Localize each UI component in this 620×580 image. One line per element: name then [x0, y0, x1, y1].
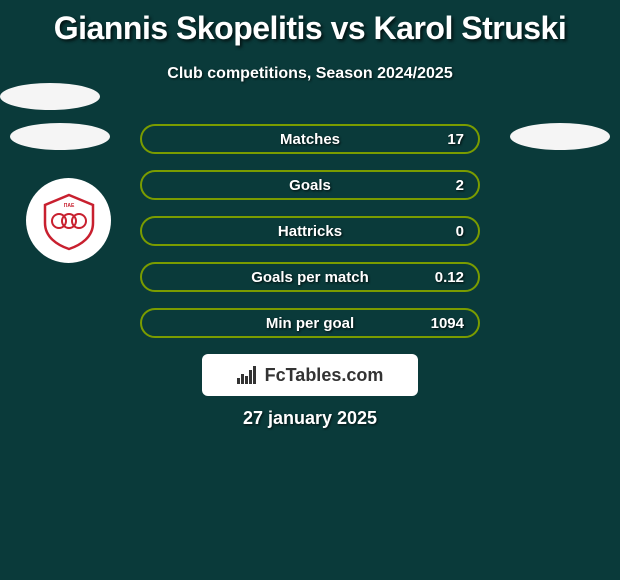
- stat-row: Goals per match 0.12: [140, 262, 480, 292]
- stat-row: Hattricks 0: [140, 216, 480, 246]
- club-badge-right: [0, 83, 100, 110]
- stat-label: Min per goal: [142, 315, 478, 332]
- stat-row: Matches 17: [140, 124, 480, 154]
- stat-label: Goals per match: [142, 269, 478, 286]
- bar-chart-icon: [237, 366, 259, 384]
- stat-label: Matches: [142, 131, 478, 148]
- club-badge-left: ΠΑΕ: [26, 178, 111, 263]
- svg-text:ΠΑΕ: ΠΑΕ: [63, 203, 74, 209]
- stat-value: 17: [447, 131, 464, 148]
- stat-row: Min per goal 1094: [140, 308, 480, 338]
- stat-value: 1094: [431, 315, 464, 332]
- club-crest-icon: ΠΑΕ: [39, 191, 99, 251]
- fctables-logo: FcTables.com: [202, 354, 418, 396]
- page-title: Giannis Skopelitis vs Karol Struski: [0, 0, 620, 47]
- stats-container: Matches 17 Goals 2 Hattricks 0 Goals per…: [140, 124, 480, 354]
- stat-label: Goals: [142, 177, 478, 194]
- player-photo-right: [510, 123, 610, 150]
- player-photo-left: [10, 123, 110, 150]
- subtitle: Club competitions, Season 2024/2025: [0, 65, 620, 83]
- logo-text: FcTables.com: [265, 365, 384, 386]
- date-label: 27 january 2025: [0, 408, 620, 429]
- stat-row: Goals 2: [140, 170, 480, 200]
- stat-value: 0: [456, 223, 464, 240]
- stat-value: 0.12: [435, 269, 464, 286]
- stat-label: Hattricks: [142, 223, 478, 240]
- stat-value: 2: [456, 177, 464, 194]
